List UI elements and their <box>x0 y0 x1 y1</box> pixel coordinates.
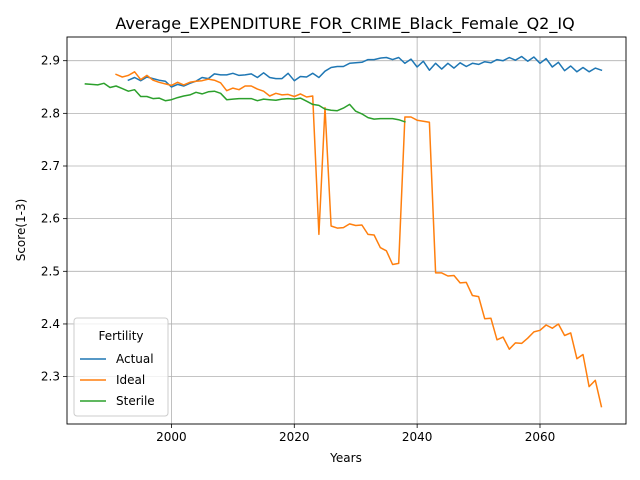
x-tick-label: 2060 <box>525 430 556 444</box>
y-tick-label: 2.9 <box>41 54 60 68</box>
legend-box <box>73 317 169 417</box>
legend-items: Actual Ideal Sterile <box>80 352 155 408</box>
y-tick-label: 2.3 <box>41 370 60 384</box>
x-tick-label: 2040 <box>402 430 433 444</box>
grid <box>67 37 626 424</box>
legend-label-ideal: Ideal <box>116 373 145 387</box>
legend: Fertility Actual Ideal Sterile <box>73 317 169 417</box>
y-axis-label: Score(1-3) <box>14 199 28 262</box>
legend-label-actual: Actual <box>116 352 154 366</box>
legend-title: Fertility <box>98 329 143 343</box>
y-tick-label: 2.7 <box>41 159 60 173</box>
y-axis: 2.3 2.4 2.5 2.6 2.7 2.8 2.9 <box>41 54 67 384</box>
x-tick-label: 2000 <box>156 430 187 444</box>
series-line-actual <box>127 55 603 88</box>
y-tick-label: 2.5 <box>41 264 60 278</box>
chart-title: Average_EXPENDITURE_FOR_CRIME_Black_Fema… <box>115 14 574 34</box>
y-tick-label: 2.6 <box>41 212 60 226</box>
y-tick-label: 2.8 <box>41 106 60 120</box>
legend-label-sterile: Sterile <box>116 394 155 408</box>
plot-frame <box>66 36 627 425</box>
series-line-ideal <box>115 71 603 408</box>
y-tick-label: 2.4 <box>41 317 60 331</box>
x-axis-label: Years <box>329 451 362 465</box>
series-line-sterile <box>84 82 406 123</box>
x-axis: 2000 2020 2040 2060 <box>156 424 555 444</box>
series-layer <box>84 55 603 408</box>
x-tick-label: 2020 <box>279 430 310 444</box>
